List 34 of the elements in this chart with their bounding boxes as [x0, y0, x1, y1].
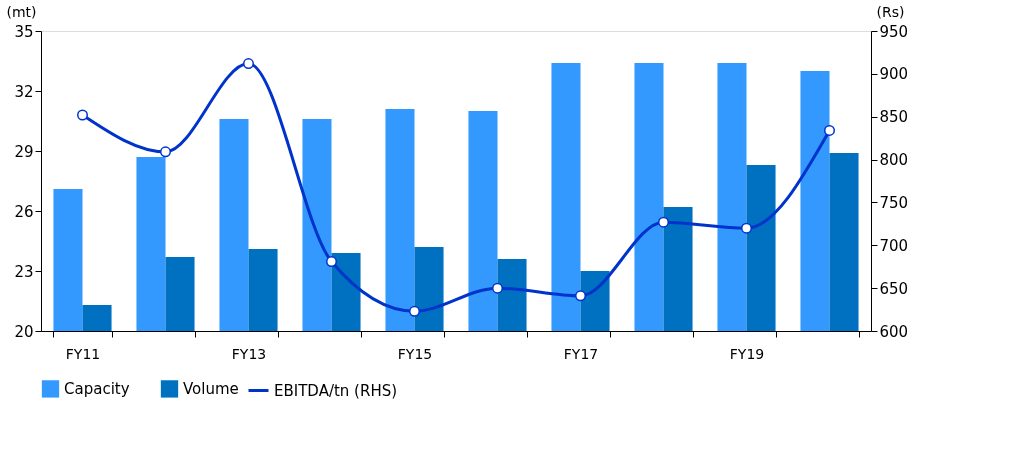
y-tick-label: 29	[14, 142, 34, 161]
x-tick-label: FY17	[563, 345, 599, 362]
point	[492, 282, 503, 294]
y-tick-label: 20	[14, 322, 34, 341]
y-tick-label: 23	[14, 262, 34, 281]
y-tick-label: 26	[14, 202, 34, 221]
y2-tick-label: 800	[879, 151, 909, 170]
y2-axis-title: (Rs)	[876, 3, 905, 20]
x-tick-label: FY15	[397, 345, 433, 362]
legend-label: EBITDA/tn (RHS)	[274, 381, 398, 400]
y2-tick-label: 950	[879, 22, 909, 41]
x-tick-label: FY19	[729, 345, 765, 362]
y-tick-label: 35	[14, 22, 34, 41]
y2-tick-label: 600	[879, 322, 909, 341]
point	[77, 109, 88, 121]
legend-label: Capacity	[64, 379, 130, 398]
x-tick-label: FY13	[231, 345, 267, 362]
y-tick-label: 32	[14, 82, 34, 101]
point	[326, 256, 337, 268]
y2-tick-label: 900	[879, 65, 909, 84]
point	[243, 58, 254, 70]
point	[409, 305, 420, 317]
y2-tick-label: 750	[879, 193, 909, 212]
y-axis-title: (mt)	[6, 3, 37, 20]
point	[658, 216, 669, 228]
y2-tick-label: 700	[879, 236, 909, 255]
y2-tick-label: 650	[879, 279, 909, 298]
point	[160, 146, 171, 158]
point	[824, 124, 835, 136]
legend-label: Volume	[183, 379, 239, 398]
point	[575, 290, 586, 302]
x-tick-label: FY11	[65, 345, 101, 362]
y2-tick-label: 850	[879, 108, 909, 127]
point	[741, 222, 752, 234]
